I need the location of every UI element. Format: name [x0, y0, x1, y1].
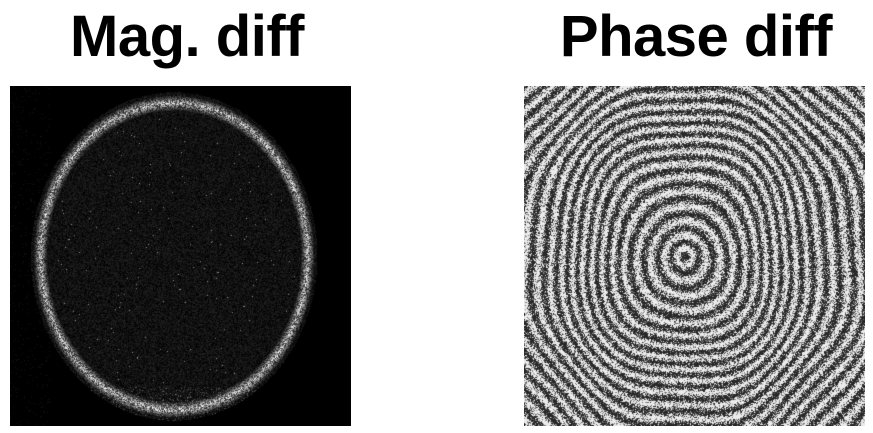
- mag-diff-title: Mag. diff: [70, 4, 304, 69]
- mag-diff-canvas: [10, 86, 351, 426]
- mag-diff-image: [10, 86, 351, 426]
- phase-diff-image: [524, 86, 865, 426]
- phase-diff-canvas: [524, 86, 865, 426]
- phase-diff-title: Phase diff: [559, 4, 833, 69]
